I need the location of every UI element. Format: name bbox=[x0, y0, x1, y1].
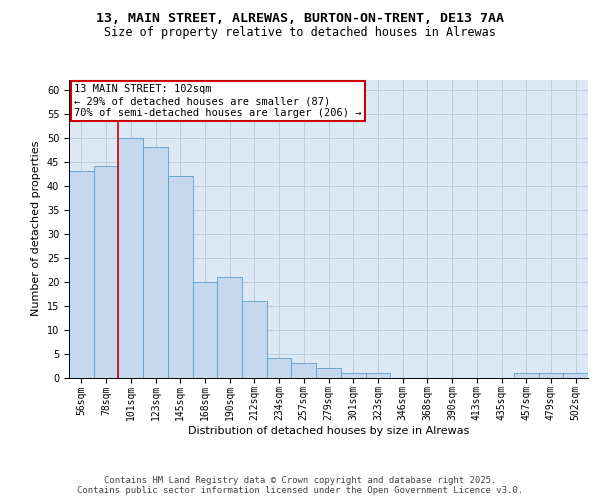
Bar bbox=[341, 372, 365, 378]
Text: Contains HM Land Registry data © Crown copyright and database right 2025.
Contai: Contains HM Land Registry data © Crown c… bbox=[77, 476, 523, 495]
Bar bbox=[217, 276, 242, 378]
Text: 13, MAIN STREET, ALREWAS, BURTON-ON-TRENT, DE13 7AA: 13, MAIN STREET, ALREWAS, BURTON-ON-TREN… bbox=[96, 12, 504, 26]
Y-axis label: Number of detached properties: Number of detached properties bbox=[31, 141, 41, 316]
Bar bbox=[69, 171, 94, 378]
Bar bbox=[514, 372, 539, 378]
Bar bbox=[292, 363, 316, 378]
Text: 13 MAIN STREET: 102sqm
← 29% of detached houses are smaller (87)
70% of semi-det: 13 MAIN STREET: 102sqm ← 29% of detached… bbox=[74, 84, 362, 117]
Bar bbox=[242, 300, 267, 378]
Bar bbox=[365, 372, 390, 378]
Bar bbox=[118, 138, 143, 378]
Bar bbox=[94, 166, 118, 378]
Bar bbox=[563, 372, 588, 378]
Bar bbox=[267, 358, 292, 378]
Bar bbox=[168, 176, 193, 378]
Text: Size of property relative to detached houses in Alrewas: Size of property relative to detached ho… bbox=[104, 26, 496, 39]
Bar bbox=[539, 372, 563, 378]
X-axis label: Distribution of detached houses by size in Alrewas: Distribution of detached houses by size … bbox=[188, 426, 469, 436]
Bar bbox=[143, 147, 168, 378]
Bar bbox=[316, 368, 341, 378]
Bar bbox=[193, 282, 217, 378]
